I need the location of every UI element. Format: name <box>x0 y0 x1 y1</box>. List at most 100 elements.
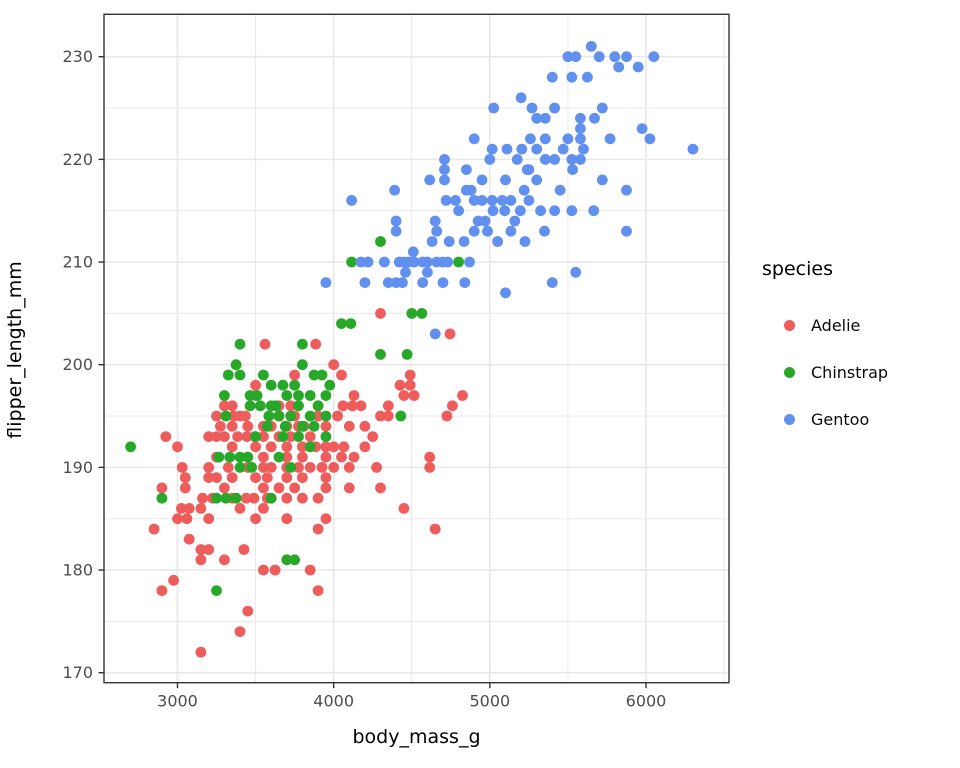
data-point-chinstrap <box>219 390 230 401</box>
legend-swatch-icon <box>784 367 795 378</box>
data-point-chinstrap <box>289 379 300 391</box>
data-point-adelie <box>195 544 207 555</box>
data-point-gentoo <box>417 277 429 288</box>
data-point-chinstrap <box>453 256 464 268</box>
data-point-adelie <box>336 451 347 463</box>
data-point-gentoo <box>453 205 464 217</box>
data-point-gentoo <box>582 71 593 83</box>
data-point-gentoo <box>496 195 508 206</box>
legend-swatch-icon <box>784 320 795 331</box>
data-point-adelie <box>398 503 410 514</box>
panel-border <box>103 13 730 684</box>
data-point-adelie <box>179 482 191 494</box>
data-point-gentoo <box>567 164 578 176</box>
data-point-gentoo <box>566 71 578 83</box>
data-point-gentoo <box>554 184 566 196</box>
data-point-adelie <box>160 431 172 442</box>
data-point-adelie <box>338 441 350 453</box>
data-point-adelie <box>242 420 254 432</box>
data-point-gentoo <box>578 143 589 155</box>
data-point-chinstrap <box>395 410 407 422</box>
data-point-gentoo <box>546 277 558 288</box>
data-point-gentoo <box>505 195 517 206</box>
data-point-gentoo <box>596 102 608 114</box>
data-point-gentoo <box>644 133 656 145</box>
data-point-gentoo <box>549 154 560 165</box>
data-point-gentoo <box>484 154 496 165</box>
data-point-adelie <box>222 462 234 473</box>
data-point-gentoo <box>465 184 477 196</box>
data-point-gentoo <box>379 256 390 268</box>
data-point-gentoo <box>442 256 454 268</box>
data-point-gentoo <box>546 71 558 83</box>
data-point-gentoo <box>531 143 543 155</box>
data-point-adelie <box>312 492 324 504</box>
data-point-gentoo <box>488 102 500 114</box>
data-point-gentoo <box>426 236 438 247</box>
data-point-gentoo <box>431 225 443 237</box>
data-point-gentoo <box>429 215 441 227</box>
legend: species Adelie Chinstrap Gentoo <box>756 258 888 443</box>
data-point-gentoo <box>632 61 644 73</box>
data-point-adelie <box>320 451 332 463</box>
data-point-adelie <box>183 503 195 514</box>
data-point-adelie <box>447 400 458 412</box>
data-point-gentoo <box>575 154 586 165</box>
data-point-chinstrap <box>401 349 413 360</box>
data-point-gentoo <box>397 277 408 288</box>
data-point-gentoo <box>505 225 517 237</box>
data-point-gentoo <box>570 51 582 63</box>
data-point-adelie <box>297 441 308 453</box>
data-point-chinstrap <box>316 369 328 381</box>
data-point-chinstrap <box>297 338 308 350</box>
data-point-chinstrap <box>234 462 246 473</box>
data-point-gentoo <box>359 277 371 288</box>
data-point-chinstrap <box>293 400 304 412</box>
data-point-chinstrap <box>265 492 277 504</box>
data-point-chinstrap <box>222 369 234 381</box>
data-point-chinstrap <box>289 554 300 566</box>
data-point-adelie <box>281 441 293 453</box>
data-point-chinstrap <box>224 451 236 463</box>
data-point-adelie <box>195 646 207 658</box>
data-point-adelie <box>232 431 244 442</box>
data-point-chinstrap <box>125 441 136 453</box>
data-point-adelie <box>310 338 322 350</box>
data-point-gentoo <box>501 143 513 155</box>
data-point-adelie <box>424 451 436 463</box>
data-point-gentoo <box>539 154 551 165</box>
data-point-chinstrap <box>346 256 357 268</box>
data-point-adelie <box>457 390 468 401</box>
data-point-adelie <box>281 451 293 463</box>
data-point-adelie <box>258 431 269 442</box>
data-point-gentoo <box>516 143 528 155</box>
data-point-adelie <box>444 328 456 340</box>
data-point-gentoo <box>526 102 538 114</box>
data-point-adelie <box>297 492 308 504</box>
data-point-gentoo <box>566 205 578 217</box>
x-axis-title: body_mass_g <box>352 726 481 748</box>
data-point-chinstrap <box>312 400 324 412</box>
data-point-gentoo <box>588 205 600 217</box>
data-point-chinstrap <box>297 359 308 371</box>
data-point-gentoo <box>440 195 452 206</box>
data-point-chinstrap <box>285 410 297 422</box>
data-point-chinstrap <box>320 410 332 422</box>
data-point-adelie <box>398 390 410 401</box>
data-point-gentoo <box>549 102 560 114</box>
data-point-chinstrap <box>244 400 256 412</box>
data-point-gentoo <box>320 277 332 288</box>
data-point-adelie <box>219 482 230 494</box>
data-point-adelie <box>367 431 379 442</box>
data-point-adelie <box>226 472 238 483</box>
data-point-gentoo <box>429 328 441 340</box>
data-point-adelie <box>281 513 293 525</box>
data-point-chinstrap <box>258 369 269 381</box>
data-point-adelie <box>148 523 160 535</box>
data-point-adelie <box>219 431 230 442</box>
data-point-chinstrap <box>273 410 285 422</box>
data-point-adelie <box>248 492 260 504</box>
data-point-adelie <box>203 431 215 442</box>
data-point-adelie <box>382 400 394 412</box>
legend-label: Chinstrap <box>811 363 889 382</box>
